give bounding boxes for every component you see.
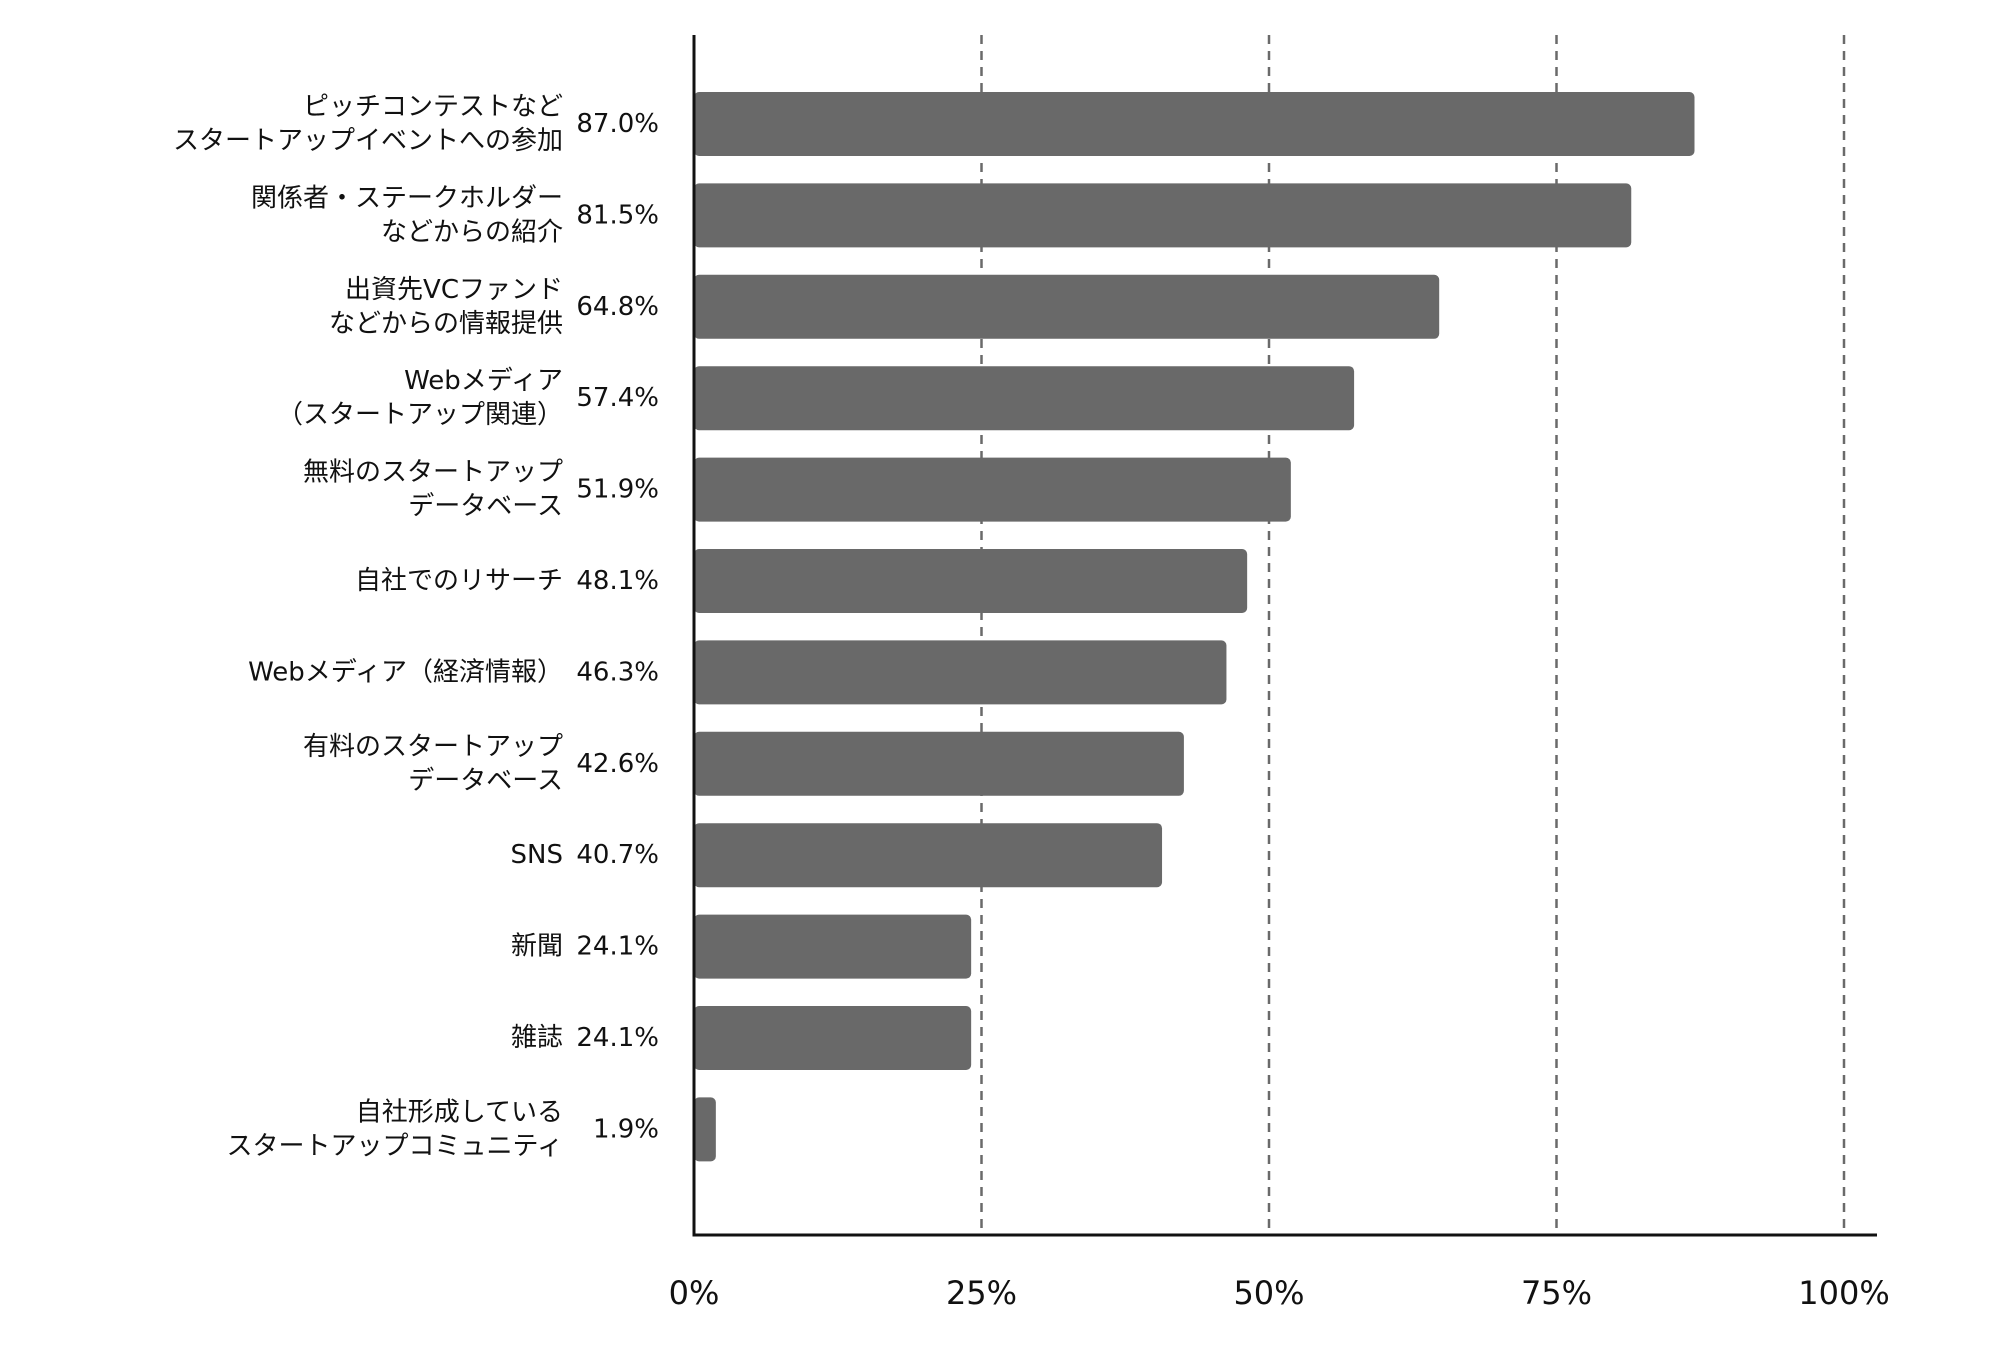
bar-7 bbox=[694, 731, 1184, 796]
category-label-9-line-0: 新聞 bbox=[511, 932, 563, 962]
category-label-0-line-1: スタートアップイベントへの参加 bbox=[173, 126, 563, 156]
axes bbox=[692, 35, 1877, 1237]
bar-9 bbox=[694, 914, 972, 979]
bar-2 bbox=[694, 274, 1440, 339]
x-tick-label-0: 0% bbox=[669, 1274, 720, 1312]
bars bbox=[694, 92, 1695, 1162]
value-label-7: 42.6% bbox=[576, 749, 659, 779]
value-label-3: 57.4% bbox=[576, 383, 659, 413]
value-label-2: 64.8% bbox=[576, 292, 659, 322]
category-label-3-line-0: Webメディア bbox=[404, 366, 563, 396]
x-tick-label-100: 100% bbox=[1798, 1274, 1889, 1312]
value-label-8: 40.7% bbox=[576, 840, 659, 870]
category-label-7-line-0: 有料のスタートアップ bbox=[303, 732, 563, 762]
category-label-1-line-1: などからの紹介 bbox=[381, 217, 563, 247]
bar-0 bbox=[694, 92, 1695, 156]
category-label-11-line-0: 自社形成している bbox=[356, 1097, 563, 1127]
bar-3 bbox=[694, 366, 1355, 431]
bar-11 bbox=[694, 1097, 716, 1162]
bar-10 bbox=[694, 1006, 972, 1070]
bar-8 bbox=[694, 823, 1163, 888]
category-label-4-line-0: 無料のスタートアップ bbox=[303, 458, 563, 488]
x-tick-label-50: 50% bbox=[1233, 1274, 1304, 1312]
bar-4 bbox=[694, 457, 1291, 522]
category-label-6-line-0: Webメディア（経済情報） bbox=[248, 657, 563, 687]
value-label-6: 46.3% bbox=[576, 657, 659, 687]
value-label-9: 24.1% bbox=[576, 932, 659, 962]
category-label-2-line-0: 出資先VCファンド bbox=[345, 275, 563, 305]
category-label-10-line-0: 雑誌 bbox=[511, 1023, 563, 1053]
x-tick-label-75: 75% bbox=[1521, 1274, 1592, 1312]
value-label-1: 81.5% bbox=[576, 200, 659, 230]
category-label-11-line-1: スタートアップコミュニティ bbox=[227, 1131, 563, 1161]
bar-6 bbox=[694, 640, 1227, 705]
bar-1 bbox=[694, 183, 1632, 248]
value-label-5: 48.1% bbox=[576, 566, 659, 596]
category-label-0-line-0: ピッチコンテストなど bbox=[303, 92, 563, 122]
category-label-8-line-0: SNS bbox=[511, 840, 563, 870]
value-label-0: 87.0% bbox=[576, 109, 659, 139]
x-tick-label-25: 25% bbox=[946, 1274, 1017, 1312]
category-label-3-line-1: （スタートアップ関連） bbox=[277, 400, 563, 430]
category-label-5-line-0: 自社でのリサーチ bbox=[355, 566, 563, 596]
value-label-10: 24.1% bbox=[576, 1023, 659, 1053]
bar-5 bbox=[694, 549, 1248, 613]
category-label-7-line-1: データベース bbox=[408, 766, 563, 796]
value-label-4: 51.9% bbox=[576, 475, 659, 505]
category-label-4-line-1: データベース bbox=[408, 492, 563, 522]
category-label-1-line-0: 関係者・ステークホルダー bbox=[251, 183, 563, 213]
value-label-11: 1.9% bbox=[593, 1114, 659, 1144]
category-label-2-line-1: などからの情報提供 bbox=[329, 309, 563, 339]
